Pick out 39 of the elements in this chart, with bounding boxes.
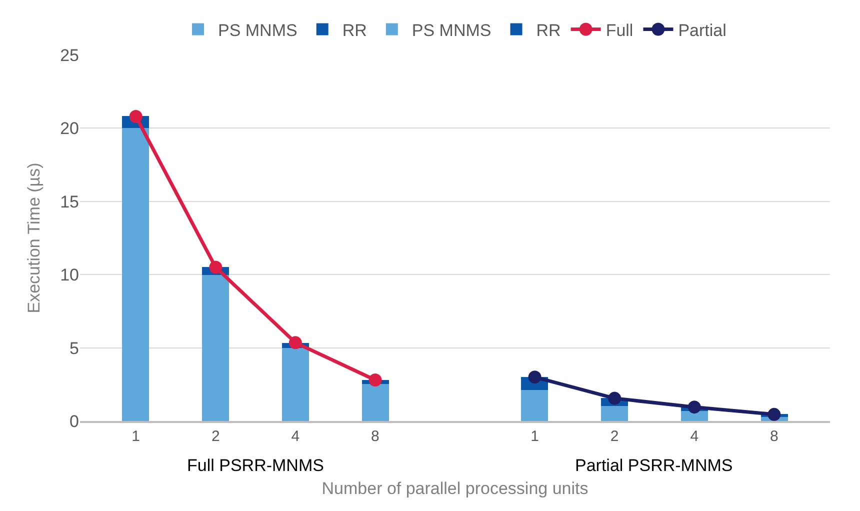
- point: [288, 336, 302, 350]
- legend-label: PS MNMS: [412, 20, 492, 40]
- y-tick-label: 5: [70, 338, 79, 358]
- bar: [362, 384, 389, 421]
- x-axis-title: Number of parallel processing units: [322, 478, 588, 498]
- legend-label: RR: [342, 20, 367, 40]
- y-tick-label: 15: [60, 192, 79, 212]
- legend-label: Full: [606, 20, 634, 40]
- legend-label: RR: [536, 20, 561, 40]
- y-tick-label: 20: [60, 119, 79, 138]
- bar: [681, 411, 708, 421]
- legend-label: PS MNMS: [218, 20, 298, 40]
- text: Full PSRR-MNMS: [187, 456, 324, 475]
- bar: [202, 275, 229, 421]
- x-tick-label: 4: [690, 428, 699, 445]
- x-tick-label: 2: [610, 428, 619, 445]
- y-tick-label: 25: [60, 46, 79, 65]
- x-tick-label: 8: [371, 428, 380, 445]
- legend-label: Partial: [678, 20, 726, 40]
- y-tick-label: 10: [60, 266, 79, 285]
- y-axis-title: Execution Time (µs): [24, 162, 44, 314]
- y-tick-label: 0: [70, 412, 79, 431]
- x-tick-label: 8: [770, 428, 778, 445]
- x-tick-label: 4: [291, 428, 300, 445]
- point: [688, 400, 701, 414]
- x-tick-label: 1: [132, 428, 140, 445]
- bar: [601, 406, 628, 421]
- x-tick-label: 1: [530, 428, 539, 445]
- point: [528, 370, 542, 384]
- text: Partial PSRR-MNMS: [575, 456, 733, 475]
- bar: [521, 390, 548, 421]
- bar: [282, 348, 309, 421]
- point: [768, 408, 781, 421]
- point: [129, 110, 142, 123]
- point: [608, 392, 622, 405]
- point: [209, 260, 222, 274]
- bar: [122, 128, 149, 421]
- point: [368, 374, 382, 387]
- x-tick-label: 2: [211, 428, 220, 445]
